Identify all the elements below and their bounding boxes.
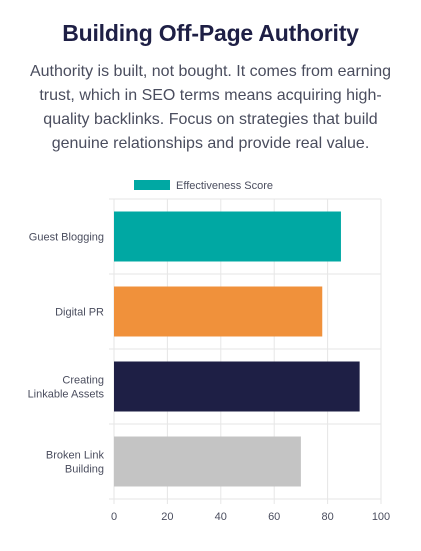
bar — [114, 361, 360, 412]
bar — [114, 211, 341, 262]
page-subtitle: Authority is built, not bought. It comes… — [29, 63, 392, 152]
category-label: Digital PR — [55, 307, 104, 319]
category-label: Creating Linkable Assets — [28, 375, 105, 401]
legend-swatch — [134, 180, 170, 190]
category-label: Guest Blogging — [29, 232, 104, 244]
bar — [114, 286, 323, 337]
category-label: Broken Link Building — [46, 450, 105, 476]
legend-label: Effectiveness Score — [176, 180, 273, 192]
x-tick-label: 80 — [321, 511, 333, 523]
x-tick-label: 40 — [215, 511, 227, 523]
page-title: Building Off-Page Authority — [62, 20, 359, 46]
x-tick-label: 100 — [372, 511, 390, 523]
x-tick-label: 20 — [161, 511, 173, 523]
x-tick-label: 60 — [268, 511, 280, 523]
x-tick-label: 0 — [111, 511, 117, 523]
bar — [114, 436, 301, 487]
